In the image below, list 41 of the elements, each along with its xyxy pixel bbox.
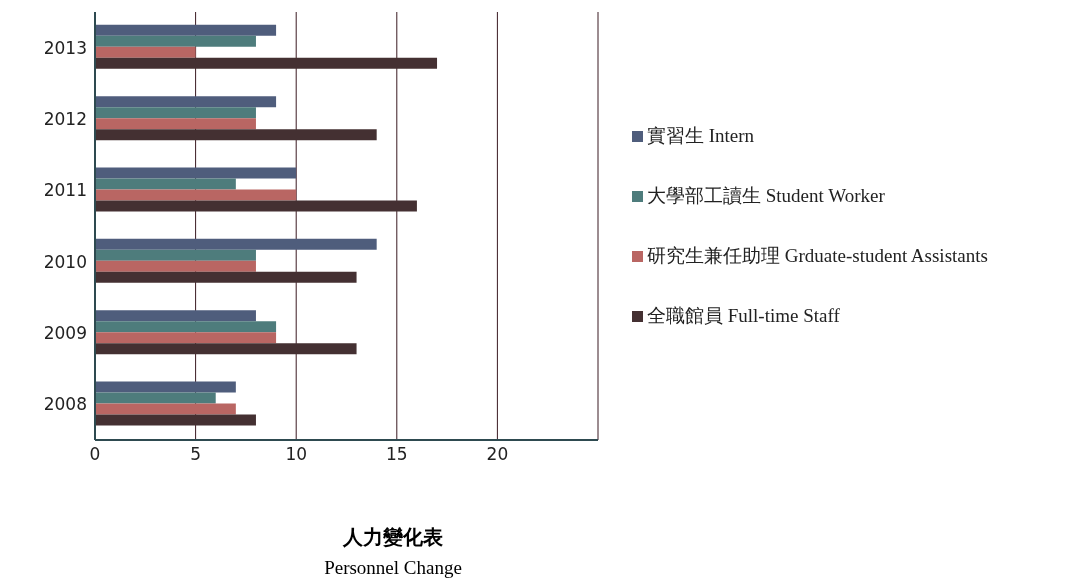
bar (95, 129, 377, 141)
bar (95, 381, 236, 393)
bar (95, 260, 256, 272)
bar (95, 403, 236, 415)
legend-label: 大學部工讀生 Student Worker (647, 184, 885, 208)
legend-label: 全職館員 Full-time Staff (647, 304, 840, 328)
bar (95, 46, 196, 58)
bar (95, 392, 216, 404)
bar (95, 321, 277, 333)
y-tick-label: 2011 (43, 180, 87, 201)
legend-label: 實習生 Intern (647, 124, 755, 148)
y-tick-label: 2009 (43, 323, 87, 344)
bar (95, 107, 256, 119)
y-tick-label: 2008 (43, 394, 87, 415)
bar (95, 310, 256, 322)
bar (95, 332, 277, 344)
y-tick-label: 2013 (43, 37, 87, 58)
bar (95, 35, 256, 47)
bar (95, 343, 357, 355)
legend-label: 研究生兼任助理 Grduate-student Assistants (647, 244, 988, 268)
text: Personnel Change (323, 557, 463, 579)
text: 人力變化表 (342, 524, 444, 551)
x-tick-label: 0 (89, 444, 101, 465)
bar (95, 271, 357, 283)
bar (95, 249, 256, 261)
bar (95, 189, 297, 201)
y-tick-label: 2010 (43, 251, 87, 272)
bar (95, 57, 438, 69)
bar (95, 96, 277, 108)
bar (95, 238, 377, 250)
bar (95, 118, 256, 130)
x-tick-label: 10 (285, 444, 308, 465)
bar (95, 167, 297, 179)
y-tick-label: 2012 (43, 109, 87, 130)
x-tick-label: 5 (190, 444, 202, 465)
bar (95, 200, 417, 212)
bar (95, 24, 277, 36)
x-tick-label: 15 (385, 444, 408, 465)
bar (95, 414, 256, 426)
bar (95, 178, 236, 190)
x-tick-label: 20 (486, 444, 509, 465)
